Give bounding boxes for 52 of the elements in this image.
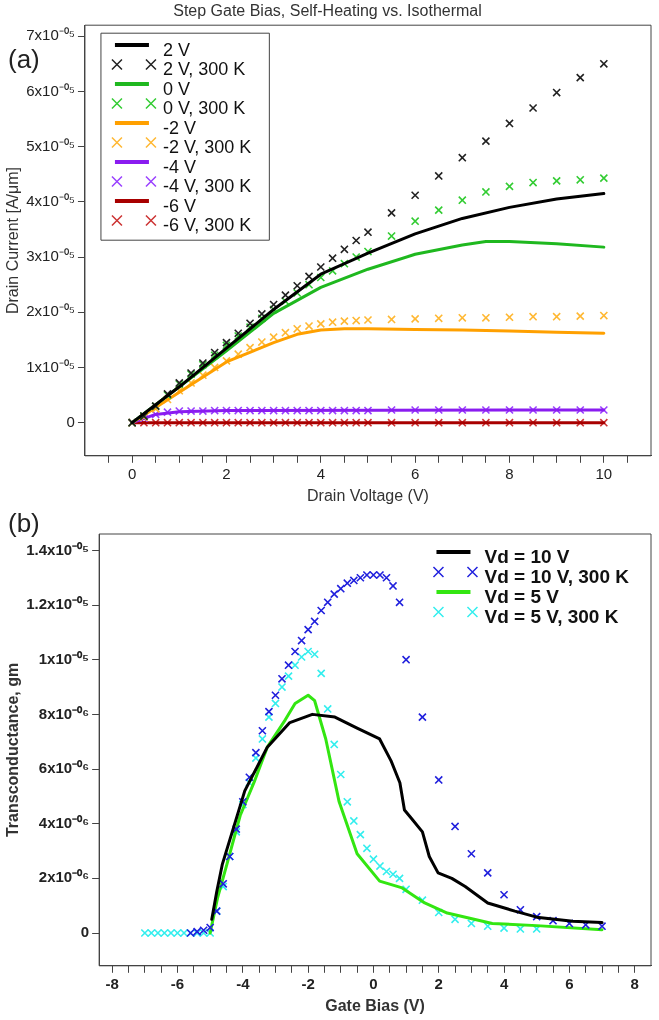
text: (a) (8, 44, 40, 75)
legend-label: -2 V, 300 K (162, 137, 252, 158)
y-tick-label: 8x10⁻⁰⁶ (38, 704, 90, 722)
x-tick-label: 8 (505, 464, 514, 482)
legend-label: -6 V, 300 K (162, 215, 252, 236)
x-axis-title: Gate Bias (V) (325, 996, 425, 1014)
x-tick-label: -2 (301, 974, 315, 992)
x-tick-label: 0 (127, 464, 137, 482)
y-tick-label: 1.2x10⁻⁰⁵ (26, 595, 90, 613)
y-tick-label: 6x10⁻⁰⁶ (38, 759, 90, 777)
x-tick-label: 6 (565, 974, 574, 992)
legend-label: 0 V, 300 K (162, 98, 246, 119)
legend-label: Vd = 5 V (484, 586, 560, 608)
x-tick-label: 6 (410, 464, 420, 482)
y-tick-label: 4x10⁻⁰⁵ (26, 192, 75, 209)
legend-label: -4 V, 300 K (162, 176, 252, 197)
y-tick-label: 1x10⁻⁰⁵ (26, 357, 75, 375)
legend-label: Vd = 10 V (484, 546, 570, 568)
x-tick-label: 0 (369, 974, 378, 992)
x-tick-label: 4 (316, 464, 325, 482)
chart-title: Step Gate Bias, Self-Heating vs. Isothermal (173, 2, 482, 20)
x-tick-label: 2 (222, 464, 231, 482)
y-tick-label: 2x10⁻⁰⁵ (26, 302, 75, 320)
legend-label: -4 V (162, 156, 196, 177)
y-tick-label: 3x10⁻⁰⁵ (26, 247, 75, 265)
y-tick-label: 1x10⁻⁰⁵ (38, 649, 90, 667)
legend-label: Vd = 10 V, 300 K (484, 566, 630, 588)
x-tick-label: -6 (170, 974, 185, 992)
y-tick-label: 7x10⁻⁰⁵ (26, 26, 75, 44)
legend-label: 2 V, 300 K (162, 59, 246, 80)
legend-label: -2 V (162, 117, 196, 138)
x-tick-label: 2 (434, 974, 443, 992)
x-axis-title: Drain Voltage (V) (307, 486, 429, 504)
legend-label: 2 V (162, 39, 190, 60)
x-tick-label: -4 (236, 974, 251, 992)
x-tick-label: 10 (595, 464, 613, 482)
x-tick-label: 8 (630, 974, 639, 992)
legend-label: -6 V (162, 195, 196, 216)
y-axis-title: Transconductance, gm (4, 662, 22, 838)
y-axis-title: Drain Current [A/μm] (4, 166, 22, 315)
y-tick-label: 0 (80, 923, 90, 941)
y-tick-label: 1.4x10⁻⁰⁵ (26, 540, 90, 558)
text: (b) (8, 508, 40, 539)
x-tick-label: 4 (499, 974, 509, 992)
y-tick-label: 5x10⁻⁰⁵ (26, 136, 75, 154)
y-tick-label: 0 (66, 412, 75, 430)
x-tick-label: -8 (105, 974, 119, 992)
legend-label: Vd = 5 V, 300 K (484, 606, 619, 628)
legend-label: 0 V (162, 78, 190, 99)
y-tick-label: 6x10⁻⁰⁵ (26, 81, 75, 99)
y-tick-label: 2x10⁻⁰⁶ (38, 868, 90, 886)
y-tick-label: 4x10⁻⁰⁶ (38, 813, 90, 831)
